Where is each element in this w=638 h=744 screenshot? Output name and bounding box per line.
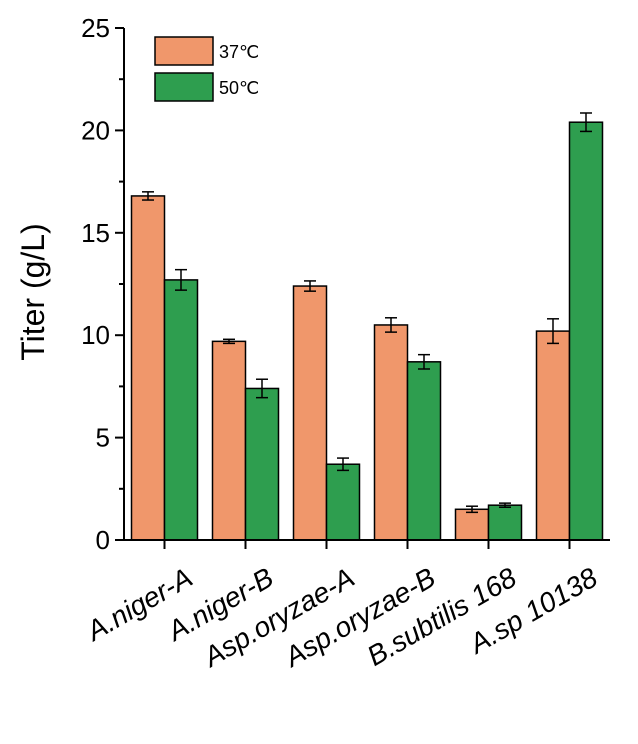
y-ticks: 0 5 10 15 20 25 [81,13,124,555]
bar [130,195,166,541]
bar [373,324,409,541]
legend-swatch [154,36,214,66]
y-tick-label: 10 [81,320,110,350]
y-tick-label: 20 [81,115,110,145]
bar [454,508,490,541]
x-ticks: A.niger-AA.niger-BAsp.oryzae-AAsp.oryzae… [80,540,603,674]
y-axis-title: Titer (g/L) [15,223,51,361]
bar [244,387,280,541]
bar [535,330,571,541]
legend: 37℃ 50℃ [154,36,259,102]
bar [406,361,442,541]
legend-swatch [154,72,214,102]
bar [211,340,247,541]
errorbars-layer [142,112,592,514]
legend-label: 37℃ [219,42,259,62]
bar [325,463,361,541]
legend-label: 50℃ [219,78,259,98]
bars-layer [130,121,604,541]
bar [292,285,328,541]
y-tick-label: 15 [81,218,110,248]
bar [568,121,604,541]
bar [163,279,199,541]
y-tick-label: 25 [81,13,110,43]
bar [487,504,523,541]
y-tick-label: 5 [96,423,110,453]
y-tick-label: 0 [96,525,110,555]
